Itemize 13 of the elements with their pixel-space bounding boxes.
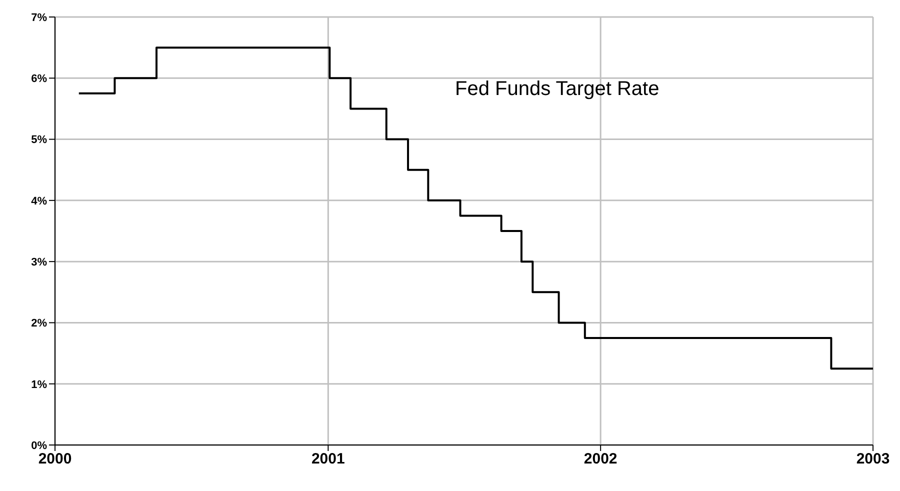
y-tick-label: 3% [31, 256, 48, 268]
y-tick-label: 2% [31, 318, 48, 330]
y-tick-label: 0% [31, 440, 48, 452]
x-tick-label: 2000 [38, 450, 72, 468]
x-tick-label: 2002 [584, 450, 618, 468]
x-tick-label: 2003 [856, 450, 890, 468]
y-tick-label: 6% [31, 73, 48, 86]
y-tick-label: 5% [31, 134, 48, 146]
y-tick-label: 7% [31, 12, 48, 24]
y-tick-label: 1% [31, 378, 48, 391]
x-tick-label: 2001 [311, 450, 345, 468]
text: Fed Funds Target Rate [455, 78, 660, 101]
y-tick-label: 4% [31, 195, 48, 208]
